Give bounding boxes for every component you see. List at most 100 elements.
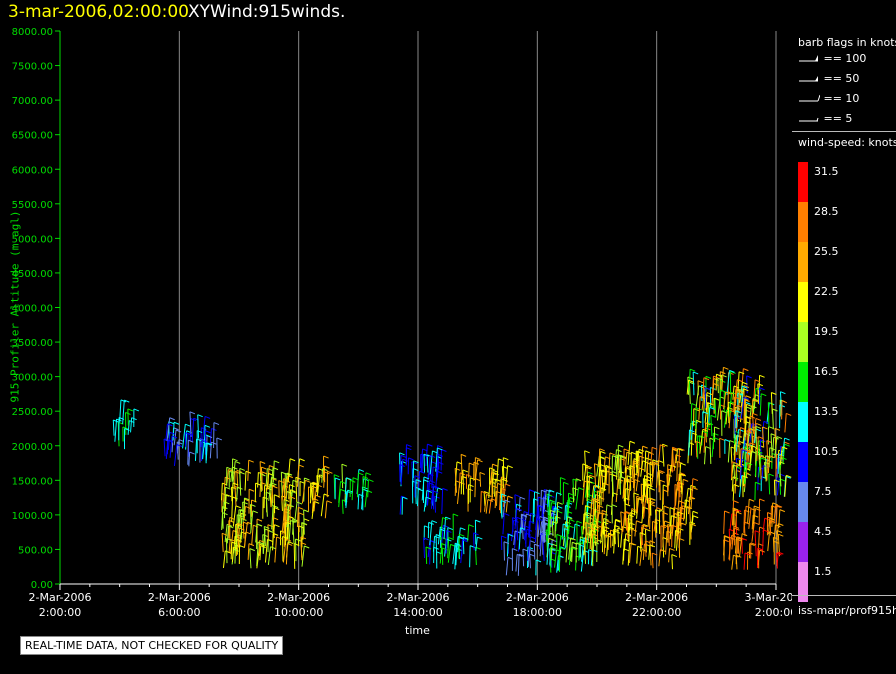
barb-flag	[133, 408, 140, 412]
barb-shaft	[776, 458, 779, 484]
barb-flag	[260, 545, 266, 549]
wind-barb	[776, 530, 783, 554]
wind-barb	[480, 490, 487, 513]
wind-barb	[596, 525, 603, 543]
wind-barb	[204, 430, 211, 455]
barb-flag	[228, 525, 234, 529]
barb-flag	[462, 539, 468, 543]
barb-shaft	[634, 520, 637, 537]
barb-shaft	[626, 475, 629, 501]
wind-barb	[270, 467, 279, 487]
barb-shaft	[624, 488, 627, 505]
wind-barb	[502, 513, 510, 535]
barb-flag	[448, 537, 454, 540]
barb-shaft	[545, 529, 548, 551]
barb-flag	[255, 482, 261, 486]
barb-flag	[413, 468, 419, 472]
barb-flag	[605, 464, 611, 468]
barb-shaft	[649, 462, 652, 488]
wind-barb	[169, 435, 178, 458]
barb-flag	[346, 490, 352, 494]
barb-flag	[437, 487, 443, 491]
barb-flag	[709, 406, 715, 410]
wind-barb	[112, 419, 119, 436]
barb-flag	[459, 533, 465, 537]
barb-flag	[265, 491, 272, 495]
barb-flag	[244, 497, 250, 501]
barb-flag	[745, 505, 752, 509]
barb-flag	[272, 505, 279, 509]
barb-shaft	[585, 522, 587, 544]
barb-flag	[560, 546, 566, 550]
barb-flag	[748, 428, 754, 431]
barb-shaft	[247, 460, 250, 481]
wind-barb	[748, 543, 755, 559]
barb-shaft	[775, 505, 778, 531]
wind-barb	[622, 511, 630, 532]
barb-shaft	[270, 485, 273, 508]
barb-shaft	[309, 482, 313, 504]
barb-flag	[303, 509, 309, 513]
barb-shaft	[778, 509, 781, 529]
barb-flag	[584, 450, 590, 454]
barb-flag	[623, 448, 630, 452]
wind-barb	[475, 536, 483, 551]
barb-shaft	[702, 377, 705, 399]
barb-flag	[232, 466, 238, 470]
wind-barb	[236, 514, 243, 538]
barb-shaft	[730, 446, 733, 464]
barb-flag	[609, 452, 616, 456]
barb-flag	[232, 458, 238, 462]
barb-flag	[733, 484, 740, 487]
wind-barb	[256, 541, 264, 567]
barb-shaft	[630, 452, 632, 476]
wind-barb	[753, 379, 761, 402]
wind-barb	[699, 428, 709, 454]
barb-flag	[674, 483, 681, 487]
wind-barb	[517, 553, 525, 576]
barb-flag	[763, 420, 770, 424]
barb-shaft	[539, 521, 543, 536]
barb-flag	[526, 513, 532, 517]
barb-shaft	[641, 507, 644, 524]
barb-shaft	[691, 478, 694, 499]
wind-barb	[259, 545, 266, 561]
barb-shaft	[256, 541, 259, 567]
barb-shaft	[723, 391, 727, 410]
wind-barb	[550, 546, 556, 568]
wind-barb	[437, 528, 446, 545]
wind-barb	[698, 396, 706, 420]
wind-barb	[301, 479, 311, 504]
barb-flag	[352, 477, 359, 481]
barb-flag	[535, 559, 542, 563]
wind-barb	[634, 520, 642, 537]
wind-barb	[733, 434, 742, 456]
wind-barb	[547, 489, 555, 508]
barb-shaft	[361, 489, 364, 510]
barb-flag	[576, 520, 582, 524]
barb-flag	[131, 417, 137, 421]
wind-barb	[732, 507, 739, 525]
y-tick-label: 4000.00	[12, 304, 53, 315]
barb-flag	[503, 541, 510, 545]
barb-flag	[553, 507, 560, 511]
barb-shaft	[265, 492, 268, 517]
wind-barb	[322, 455, 329, 481]
wind-barb	[744, 505, 752, 526]
barb-flag	[736, 405, 743, 408]
wind-barb	[650, 446, 658, 464]
barb-shaft	[770, 433, 773, 458]
barb-flag	[630, 512, 636, 516]
barb-flag	[754, 379, 761, 383]
barb-shaft	[228, 539, 231, 554]
barb-shaft	[232, 505, 237, 527]
barb-shaft	[244, 522, 248, 547]
wind-barb	[719, 437, 725, 458]
wind-barb	[711, 383, 719, 405]
wind-barb	[496, 458, 504, 483]
barb-flag	[362, 488, 369, 492]
barb-shaft	[399, 496, 402, 515]
barb-flag	[741, 449, 748, 453]
barb-shaft	[596, 512, 600, 527]
barb-flag	[274, 460, 280, 464]
